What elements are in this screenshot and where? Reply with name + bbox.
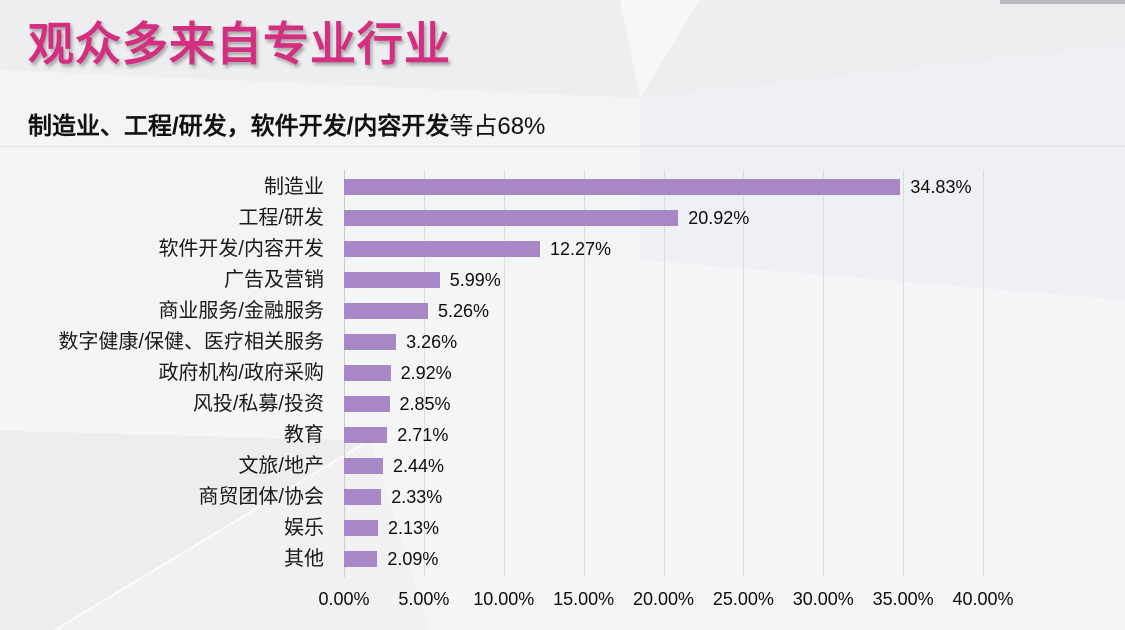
x-tick-label: 20.00% — [632, 589, 695, 609]
bar-value-label: 3.26% — [406, 332, 458, 353]
category-label: 风投/私募/投资 — [192, 392, 324, 415]
category-label: 教育 — [284, 423, 324, 446]
bar[interactable] — [344, 303, 429, 320]
bar-value-label: 2.33% — [391, 486, 443, 507]
chart-row: 广告及营销 5.99% — [0, 265, 1125, 296]
bar-track: 12.27% — [344, 239, 1125, 260]
category-label: 商贸团体/协会 — [198, 485, 324, 508]
chart-row: 软件开发/内容开发 12.27% — [0, 234, 1125, 265]
x-tick-label: 25.00% — [712, 589, 774, 609]
bar-track: 2.92% — [344, 362, 1125, 383]
x-tick-label: 40.00% — [952, 589, 1014, 609]
x-axis-ticks: 0.00% 5.00% 10.00% 15.00% 20.00% 25.00% 30.00%… — [318, 589, 1013, 612]
bar[interactable] — [344, 334, 397, 351]
bar-value-label: 2.71% — [397, 424, 449, 445]
bar-value-label: 34.83% — [910, 177, 972, 198]
bar[interactable] — [344, 426, 388, 443]
bar[interactable] — [344, 550, 378, 567]
category-label: 其他 — [284, 547, 324, 570]
bar[interactable] — [344, 210, 679, 227]
chart-row: 商业服务/金融服务 5.26% — [0, 296, 1125, 327]
bar-value-label: 2.44% — [392, 455, 445, 476]
category-label: 制造业 — [264, 176, 324, 199]
x-tick-label: 15.00% — [553, 589, 615, 609]
top-right-strip — [1000, 0, 1125, 4]
bar-value-label: 2.09% — [387, 548, 439, 569]
chart-row: 其他 2.09% — [0, 543, 1125, 574]
category-label: 数字健康/保健、医疗相关服务 — [58, 331, 324, 354]
bar-track: 2.85% — [344, 393, 1125, 414]
x-tick-label: 30.00% — [792, 589, 854, 609]
bar-chart: 制造业 34.83% 工程/研发 20.92% 软件开发/内容开发 12.27% 广告及营销… — [0, 172, 1125, 574]
bar-value-label: 5.99% — [449, 270, 501, 291]
bar[interactable] — [344, 457, 383, 474]
chart-row: 制造业 34.83% — [0, 172, 1125, 203]
x-tick-label: 35.00% — [872, 589, 934, 609]
bar-track: 2.33% — [344, 486, 1125, 507]
bar-track: 2.71% — [344, 424, 1125, 445]
bar[interactable] — [344, 179, 901, 196]
bar[interactable] — [344, 272, 440, 289]
bar[interactable] — [344, 488, 382, 505]
bar-value-label: 2.92% — [400, 362, 452, 383]
bar-track: 5.99% — [344, 270, 1125, 291]
category-label: 商业服务/金融服务 — [158, 300, 324, 323]
bar-value-label: 5.26% — [438, 301, 490, 322]
bar-value-label: 20.92% — [688, 208, 750, 229]
bar-value-label: 2.13% — [388, 517, 440, 538]
category-label: 软件开发/内容开发 — [158, 238, 324, 261]
x-tick-label: 10.00% — [473, 589, 535, 609]
page-subtitle: 制造业、工程/研发，软件开发/内容开发等占68% — [28, 106, 545, 141]
x-tick-label: 0.00% — [318, 589, 370, 609]
chart-row: 工程/研发 20.92% — [0, 203, 1125, 234]
category-label: 娱乐 — [284, 516, 324, 539]
bar-track: 3.26% — [344, 332, 1125, 353]
bar-track: 5.26% — [344, 301, 1125, 322]
bar[interactable] — [344, 519, 379, 536]
chart-row: 商贸团体/协会 2.33% — [0, 481, 1125, 512]
bar-value-label: 12.27% — [550, 239, 612, 260]
category-label: 政府机构/政府采购 — [158, 361, 324, 384]
bar-track: 34.83% — [344, 177, 1125, 198]
page-title: 观众多来自专业行业 — [28, 18, 451, 70]
bar[interactable] — [344, 395, 390, 412]
subtitle-divider — [0, 146, 1125, 147]
category-label: 文旅/地产 — [238, 454, 324, 477]
bar-track: 2.13% — [344, 517, 1125, 538]
chart-row: 风投/私募/投资 2.85% — [0, 388, 1125, 419]
chart-row: 教育 2.71% — [0, 419, 1125, 450]
bar-track: 20.92% — [344, 208, 1125, 229]
bar[interactable] — [344, 364, 391, 381]
subtitle-regular-text: 等占68% — [449, 113, 546, 140]
bar-value-label: 2.85% — [399, 393, 451, 414]
subtitle-bold-text: 制造业、工程/研发，软件开发/内容开发 — [28, 113, 450, 140]
chart-row: 文旅/地产 2.44% — [0, 450, 1125, 481]
bar-track: 2.44% — [344, 455, 1125, 476]
chart-row: 数字健康/保健、医疗相关服务 3.26% — [0, 327, 1125, 358]
bar-track: 2.09% — [344, 548, 1125, 569]
bar[interactable] — [344, 241, 540, 258]
chart-row: 政府机构/政府采购 2.92% — [0, 358, 1125, 389]
chart-row: 娱乐 2.13% — [0, 512, 1125, 543]
category-label: 工程/研发 — [238, 207, 324, 230]
x-tick-label: 5.00% — [398, 589, 450, 609]
category-label: 广告及营销 — [224, 269, 324, 292]
